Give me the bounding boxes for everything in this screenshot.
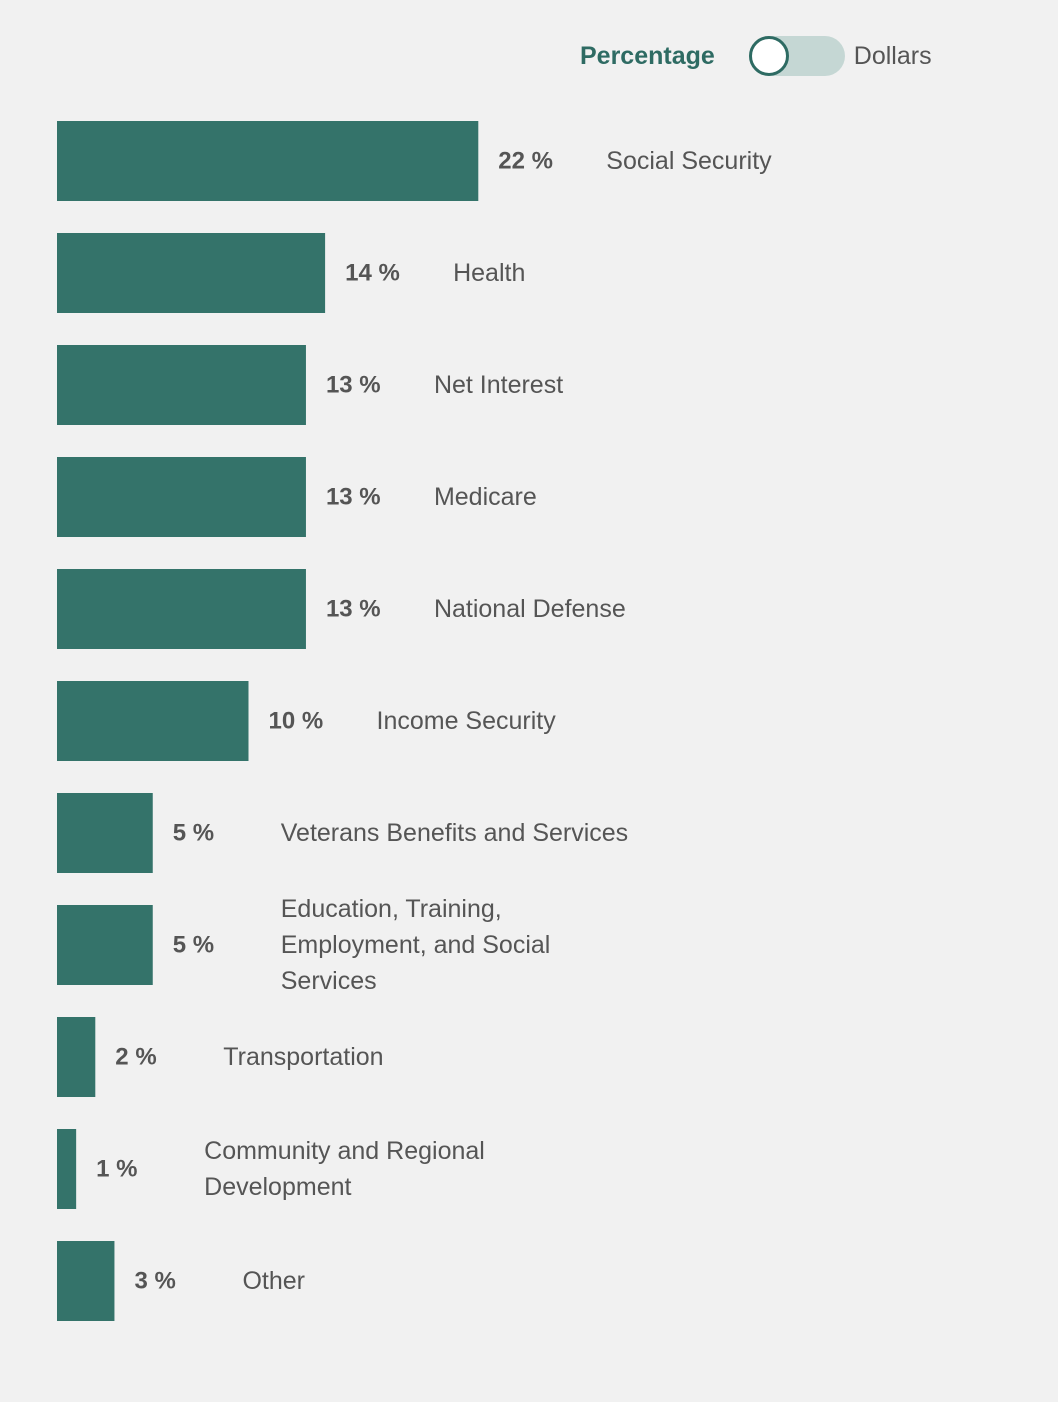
- bar-category-label-line: Veterans Benefits and Services: [281, 819, 628, 847]
- bar-category-label: Income Security: [377, 707, 557, 735]
- bar-value-label: 5 %: [173, 820, 214, 847]
- bar-value-label: 3 %: [134, 1268, 175, 1295]
- bar-5[interactable]: [57, 681, 249, 761]
- bar-value-label: 10 %: [269, 708, 324, 735]
- bar-category-label-line: Social Security: [606, 147, 772, 175]
- dollars-option[interactable]: Dollars: [853, 41, 932, 70]
- bar-category-label: Social Security: [606, 147, 772, 175]
- toggle-knob[interactable]: [748, 36, 789, 76]
- bar-category-label: Education, Training, Employment, and Soci…: [281, 895, 551, 995]
- bar-4[interactable]: [57, 569, 306, 649]
- bar-category-label: Other: [242, 1267, 305, 1295]
- bar-value-label: 5 %: [173, 932, 214, 959]
- bar-category-label-line: Services: [281, 967, 377, 995]
- bar-category-label-line: Medicare: [434, 483, 537, 511]
- bar-category-label: Veterans Benefits and Services: [281, 819, 628, 847]
- bar-2[interactable]: [57, 345, 306, 425]
- bar-category-label: Community and Regional Development: [204, 1137, 485, 1201]
- bar-value-label: 2 %: [115, 1044, 156, 1071]
- bar-9[interactable]: [57, 1129, 77, 1209]
- bar-10[interactable]: [57, 1241, 115, 1321]
- bar-category-label-line: Community and Regional: [204, 1137, 485, 1165]
- bar-value-label: 22 %: [498, 148, 553, 175]
- bar-8[interactable]: [57, 1017, 96, 1097]
- bar-category-label-line: Education, Training,: [281, 895, 502, 923]
- unit-toggle[interactable]: Percentage Dollars: [580, 36, 932, 76]
- bar-value-label: 1 %: [96, 1156, 137, 1183]
- bar-3[interactable]: [57, 457, 306, 537]
- bar-category-label: National Defense: [434, 595, 626, 623]
- bar-value-label: 13 %: [326, 372, 381, 399]
- bar-category-label: Transportation: [223, 1043, 383, 1071]
- bar-1[interactable]: [57, 233, 326, 313]
- bar-category-label-line: Income Security: [377, 707, 557, 735]
- bar-category-label-line: Transportation: [223, 1043, 383, 1071]
- bar-value-label: 13 %: [326, 596, 381, 623]
- bar-category-label-line: Net Interest: [434, 371, 563, 399]
- unit-toggle-switch[interactable]: [748, 36, 845, 76]
- bar-category-label-line: Health: [453, 259, 525, 287]
- bar-category-label-line: National Defense: [434, 595, 626, 623]
- bar-value-label: 14 %: [345, 260, 400, 287]
- bar-7[interactable]: [57, 905, 153, 985]
- bar-0[interactable]: [57, 121, 479, 201]
- percentage-option[interactable]: Percentage: [580, 41, 715, 70]
- bar-category-label: Medicare: [434, 483, 537, 511]
- bar-category-label-line: Development: [204, 1173, 351, 1201]
- bar-6[interactable]: [57, 793, 153, 873]
- bar-category-label: Net Interest: [434, 371, 563, 399]
- bar-value-label: 13 %: [326, 484, 381, 511]
- bar-category-label-line: Employment, and Social: [281, 931, 551, 959]
- bar-category-label: Health: [453, 259, 525, 287]
- bar-category-label-line: Other: [242, 1267, 305, 1295]
